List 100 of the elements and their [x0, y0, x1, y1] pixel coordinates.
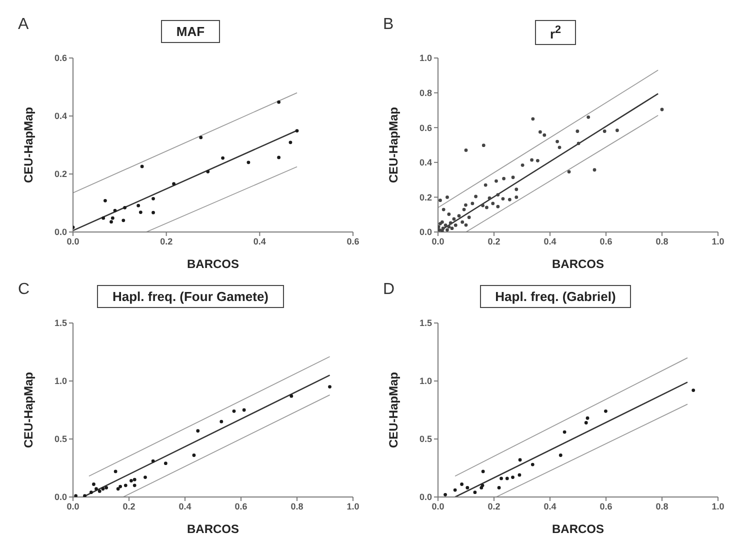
point [152, 210, 155, 214]
point [473, 490, 477, 494]
point [448, 221, 452, 225]
point [474, 194, 478, 198]
point [616, 128, 619, 132]
point [488, 196, 492, 200]
y-tick-label: 0.0 [54, 492, 67, 502]
point [480, 484, 484, 488]
point [500, 476, 503, 480]
point [441, 226, 445, 230]
y-tick-label: 1.5 [419, 318, 432, 328]
y-tick-label: 0.8 [419, 88, 432, 98]
point [221, 156, 224, 160]
point [508, 198, 512, 202]
x-tick-label: 1.0 [712, 501, 724, 512]
point [502, 176, 506, 180]
y-axis-title: CEU-HapMap [21, 372, 36, 448]
y-tick-label: 0.2 [419, 192, 432, 202]
y-tick-label: 0.5 [54, 434, 67, 444]
point [123, 206, 126, 210]
x-tick-label: 0.6 [234, 501, 248, 512]
point [151, 459, 155, 463]
point [491, 202, 495, 206]
point [586, 115, 590, 119]
point [460, 220, 464, 224]
x-tick-label: 0.0 [432, 236, 444, 246]
x-tick-label: 0.2 [488, 501, 500, 512]
x-axis-title: BARCOS [186, 522, 240, 536]
y-tick-label: 0.6 [54, 53, 67, 64]
x-axis-title: BARCOS [552, 257, 604, 271]
point [452, 217, 456, 221]
y-axis-title: CEU-HapMap [21, 106, 36, 184]
point [481, 204, 484, 208]
point [520, 163, 524, 167]
x-tick-label: 0.0 [66, 501, 80, 512]
point [556, 140, 559, 144]
point [530, 158, 534, 162]
point [192, 454, 196, 457]
point [454, 224, 458, 227]
x-tick-label: 0.2 [488, 236, 500, 246]
point [132, 484, 136, 488]
chart-title: r$^{2}$ [534, 20, 576, 46]
point [118, 484, 122, 488]
y-tick-label: 0.4 [54, 111, 67, 122]
point [196, 429, 200, 433]
y-axis-title: CEU-HapMap [386, 372, 400, 448]
point [328, 385, 332, 388]
point [602, 130, 606, 133]
point [567, 170, 571, 174]
x-tick-label: 1.0 [346, 501, 360, 512]
y-tick-label: 0.6 [419, 122, 432, 133]
chart-title: Hapl. freq. (Four Gamete) [97, 285, 284, 308]
point [442, 208, 446, 212]
y-tick-label: 0.0 [54, 227, 67, 238]
y-tick-label: 1.0 [54, 376, 67, 386]
text: C [18, 281, 30, 299]
point [494, 179, 498, 183]
point [220, 420, 224, 424]
point [199, 136, 203, 140]
point [140, 164, 144, 168]
point [444, 224, 448, 227]
x-tick-label: 0.4 [544, 236, 556, 246]
point [592, 168, 596, 172]
point [98, 490, 102, 493]
x-tick-label: 0.2 [160, 236, 173, 246]
y-tick-label: 1.0 [419, 376, 432, 386]
point [466, 486, 470, 490]
point [447, 212, 451, 216]
y-tick-label: 0.4 [419, 158, 432, 168]
x-tick-label: 0.4 [253, 236, 266, 246]
point [692, 388, 696, 392]
point [460, 482, 464, 486]
point [447, 225, 451, 228]
point [122, 218, 126, 222]
point [172, 182, 176, 186]
point [464, 148, 468, 152]
point [562, 430, 566, 434]
point [295, 129, 299, 132]
chart-title: MAF [161, 20, 220, 43]
point [497, 486, 501, 490]
point [584, 421, 588, 424]
point [496, 193, 500, 196]
x-tick-label: 0.4 [178, 501, 192, 512]
point [446, 228, 449, 232]
point [116, 487, 120, 491]
point [124, 484, 128, 488]
x-tick-label: 0.8 [290, 501, 304, 512]
point [484, 183, 488, 187]
point [586, 416, 590, 420]
point [496, 204, 500, 208]
y-tick-label: 0.0 [419, 492, 432, 502]
point [464, 203, 468, 207]
text: D [383, 281, 395, 299]
point [558, 146, 562, 150]
point [438, 228, 442, 232]
point [464, 223, 468, 227]
x-tick-label: 0.8 [656, 501, 668, 512]
x-tick-label: 0.8 [656, 236, 668, 246]
point [462, 208, 466, 212]
point [104, 198, 107, 202]
